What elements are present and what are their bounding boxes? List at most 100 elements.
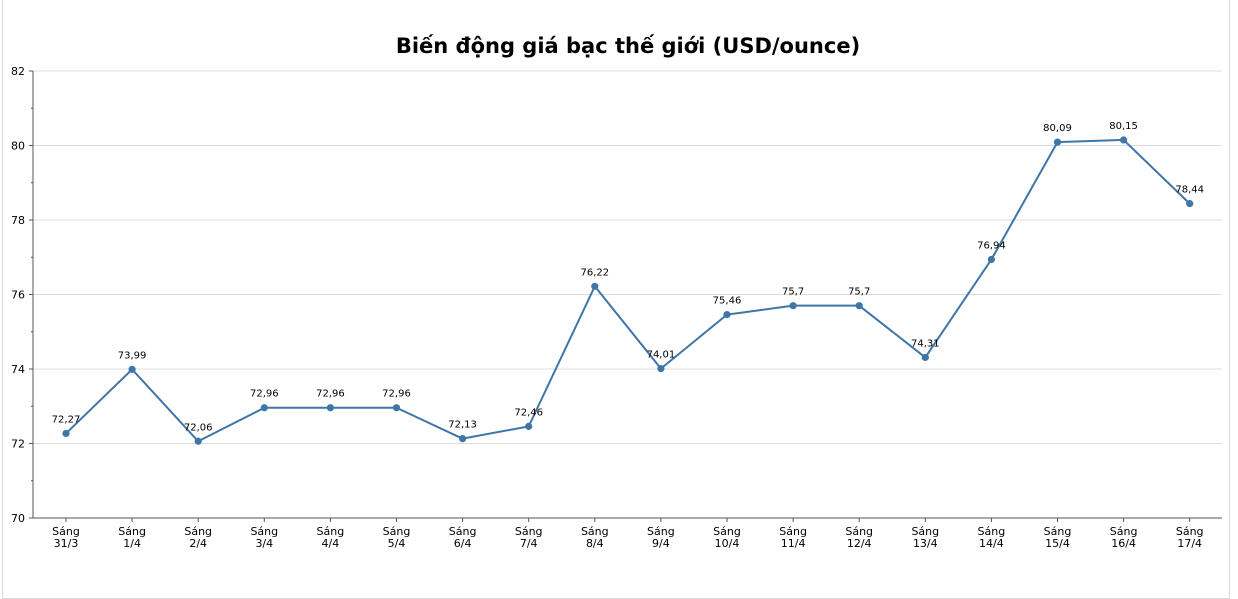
x-tick-label-line: Sáng [713,525,741,538]
x-tick-label-line: 9/4 [652,537,670,550]
data-point [392,404,401,412]
x-tick-label-line: Sáng [317,525,345,538]
x-tick-label-line: 11/4 [781,537,806,550]
data-label: 80,15 [1109,121,1138,132]
data-point [260,404,268,412]
data-label: 72,27 [52,414,81,425]
y-tick-label: 76 [11,289,25,302]
x-tick-label-line: Sáng [1110,525,1138,538]
data-label: 76,94 [977,240,1006,251]
x-tick-label-line: 16/4 [1111,537,1136,550]
x-tick-label-line: Sáng [978,525,1006,538]
data-point [1120,136,1128,144]
data-point [1053,138,1062,146]
data-point [1186,200,1194,208]
x-tick-label-line: Sáng [779,525,807,538]
data-label: 75,46 [713,296,742,307]
x-tick-label-line: 4/4 [322,537,340,550]
x-tick-label: Sáng 13/4 [911,525,939,550]
x-tick-label-line: Sáng [449,525,477,538]
x-tick-label-line: 14/4 [979,537,1004,550]
series-line [65,138,1191,443]
x-tick-label-line: 31/3 [54,537,79,550]
y-axis-ticks: 70 72 74 76 78 80 82 [11,65,33,525]
x-tick-label: Sáng 12/4 [845,525,873,550]
data-point [194,437,202,445]
y-tick-label: 80 [11,140,25,153]
x-tick-label-line: Sáng [184,525,212,538]
series-polyline [65,138,1191,443]
data-point [128,365,136,373]
data-label: 76,22 [580,267,609,278]
y-tick-label: 78 [11,214,25,227]
x-tick-label: Sáng 9/4 [647,525,675,550]
data-label: 72,46 [514,407,543,418]
data-point [525,422,533,430]
data-label: 75,7 [848,287,870,298]
data-labels: 72,27 73,99 72,06 72,96 72,96 72,96 72,13 72,46… [52,121,1204,433]
x-tick-label-line: Sáng [250,525,278,538]
data-label: 72,96 [382,389,411,400]
x-tick-label-line: Sáng [647,525,675,538]
data-point [789,302,797,310]
x-tick-label: Sáng 10/4 [713,525,741,550]
x-tick-label-line: Sáng [581,525,609,538]
data-points [62,136,1194,445]
x-tick-label: Sáng 2/4 [184,525,212,550]
x-tick-label-line: Sáng [515,525,543,538]
data-point [326,404,334,412]
x-tick-label-line: Sáng [383,525,411,538]
data-label: 72,96 [250,389,279,400]
data-label: 74,01 [647,350,676,361]
data-label: 72,06 [184,422,213,433]
x-tick-label-line: Sáng [52,525,80,538]
data-label: 72,96 [316,389,345,400]
x-tick-label-line: 15/4 [1045,537,1070,550]
x-tick-label-line: 17/4 [1177,537,1202,550]
x-tick-label: Sáng 3/4 [250,525,278,550]
x-tick-label: Sáng 15/4 [1044,525,1072,550]
x-tick-label: Sáng 8/4 [581,525,609,550]
x-tick-label: Sáng 11/4 [779,525,807,550]
x-tick-label-line: 2/4 [189,537,207,550]
x-tick-label-line: 6/4 [454,537,472,550]
data-label: 73,99 [118,350,147,361]
grid-lines [33,70,1222,444]
data-point [921,353,929,362]
x-tick-label: Sáng 31/3 [52,525,80,550]
x-tick-label: Sáng 5/4 [383,525,411,550]
x-tick-label-line: 3/4 [255,537,273,550]
data-label: 72,13 [448,420,477,431]
y-tick-label: 72 [11,438,25,451]
x-tick-label: Sáng 4/4 [317,525,345,550]
x-tick-label: Sáng 17/4 [1176,525,1204,550]
data-label: 74,31 [911,338,940,349]
x-tick-label-line: 8/4 [586,537,604,550]
x-tick-label-line: 7/4 [520,537,538,550]
x-tick-label-line: 12/4 [847,537,872,550]
y-tick-label: 74 [11,363,25,376]
data-label: 75,7 [782,287,804,298]
data-point [987,255,996,264]
data-point [657,365,665,373]
x-tick-label: Sáng 7/4 [515,525,543,550]
data-label: 80,09 [1043,123,1072,134]
y-tick-label: 82 [11,65,25,78]
data-point [62,429,70,438]
x-tick-label-line: 13/4 [913,537,938,550]
x-tick-label: Sáng 16/4 [1110,525,1138,550]
data-label: 78,44 [1175,185,1204,196]
x-tick-label-line: 5/4 [388,537,406,550]
y-tick-label: 70 [11,512,25,525]
data-point [723,311,731,319]
x-tick-label: Sáng 1/4 [118,525,146,550]
x-tick-label: Sáng 14/4 [978,525,1006,550]
x-tick-label-line: Sáng [1044,525,1072,538]
data-point [591,282,599,290]
x-tick-label-line: Sáng [911,525,939,538]
x-tick-label-line: 1/4 [123,537,141,550]
x-tick-label-line: Sáng [845,525,873,538]
